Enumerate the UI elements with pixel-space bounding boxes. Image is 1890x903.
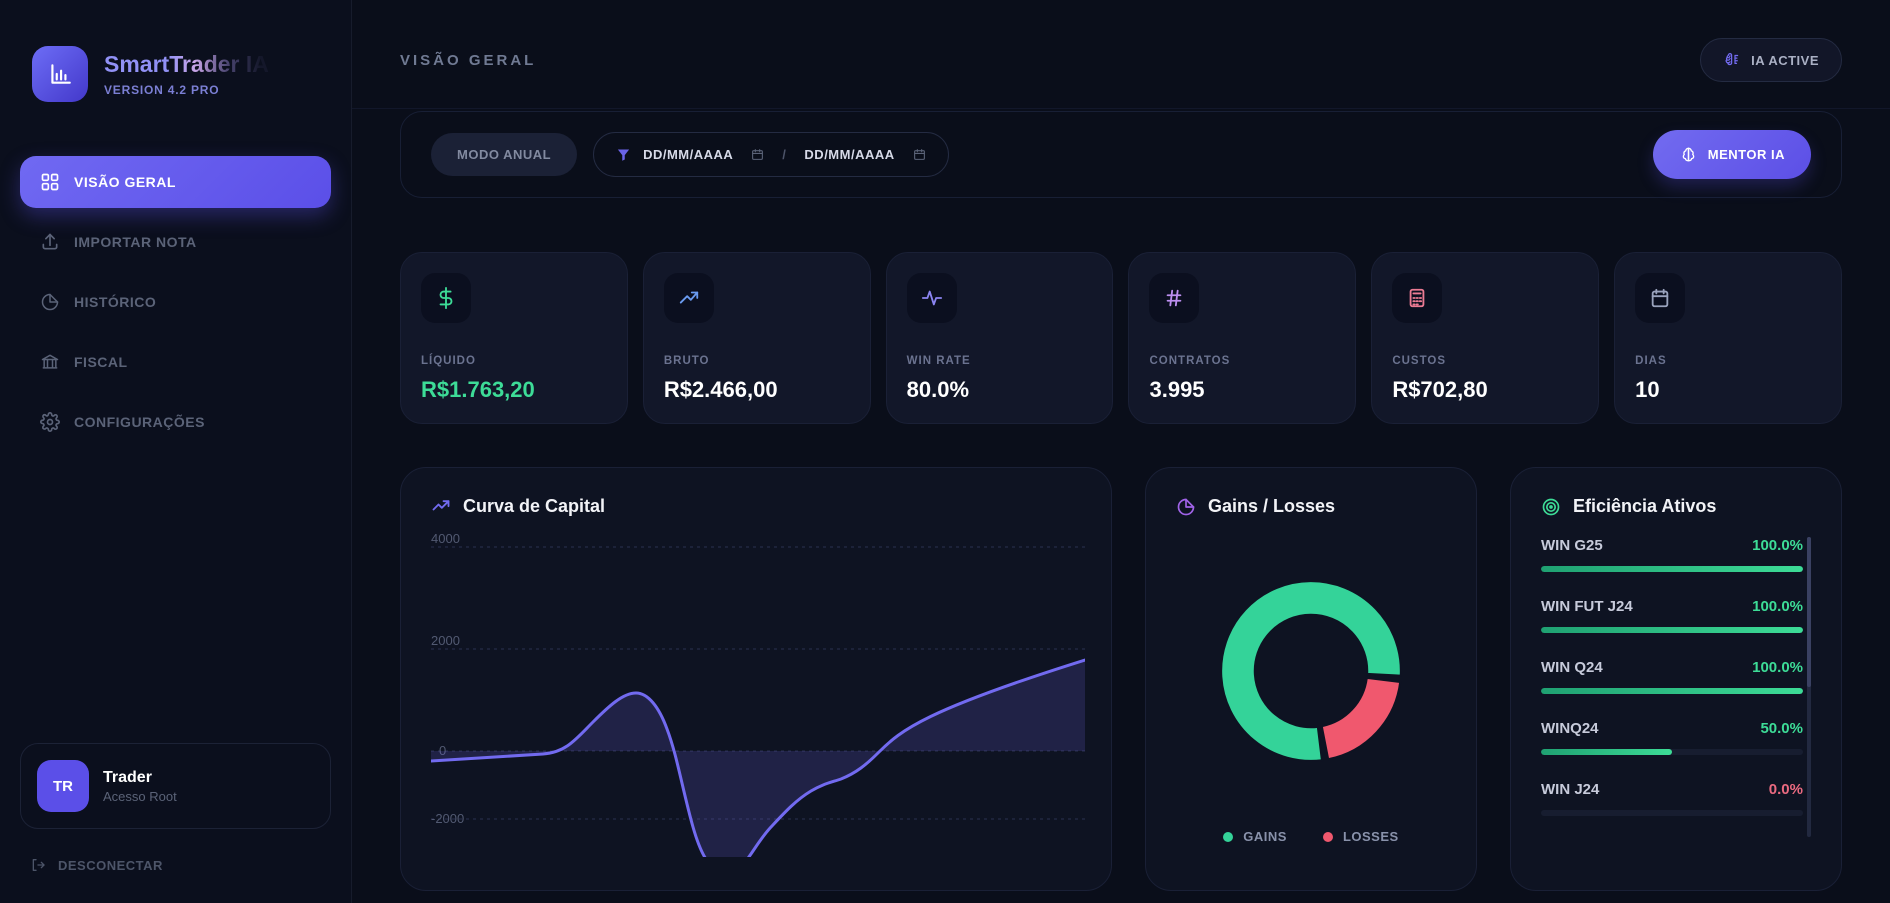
svg-text:2000: 2000 (431, 633, 460, 648)
svg-text:4000: 4000 (431, 531, 460, 546)
svg-text:-2000: -2000 (431, 811, 464, 826)
